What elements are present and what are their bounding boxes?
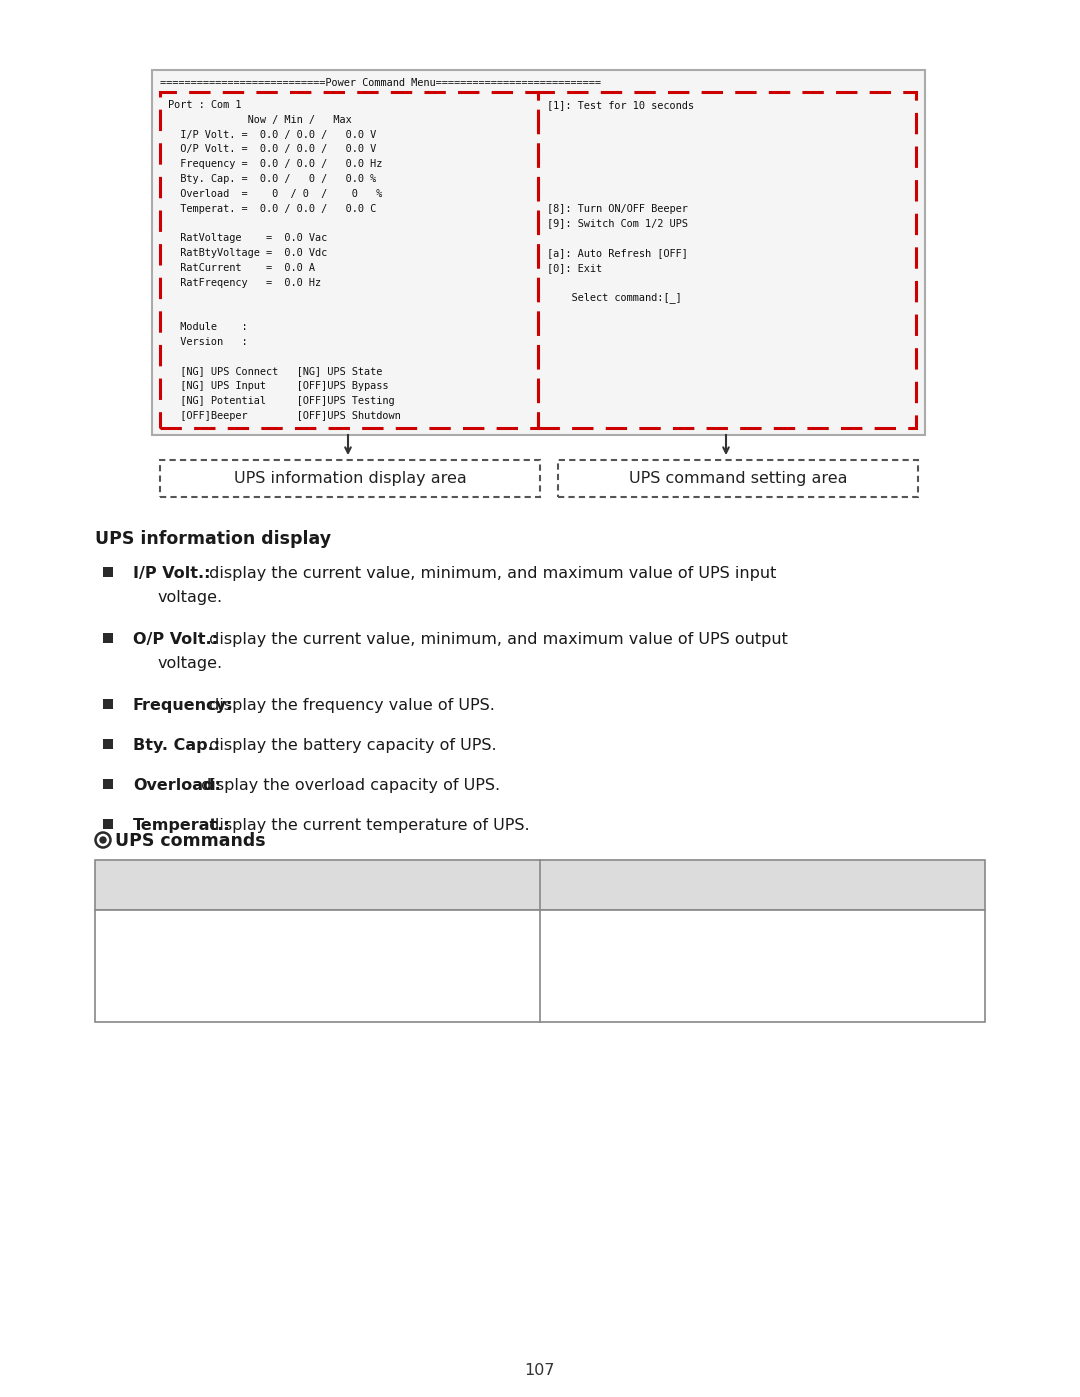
Text: Overload  =    0  / 0  /    0   %: Overload = 0 / 0 / 0 % (168, 189, 382, 198)
Circle shape (100, 837, 106, 842)
Text: ===========================Power Command Menu===========================: ===========================Power Command… (160, 78, 600, 88)
Text: Port : Com 1: Port : Com 1 (168, 101, 242, 110)
Text: Command: Command (269, 876, 366, 894)
Text: I/P Volt.:: I/P Volt.: (133, 566, 211, 581)
Text: seconds: seconds (558, 960, 626, 978)
Bar (558, 460, 918, 497)
Bar (103, 633, 113, 643)
Text: RatFreqency   =  0.0 Hz: RatFreqency = 0.0 Hz (168, 278, 321, 288)
Text: RatBtyVoltage =  0.0 Vdc: RatBtyVoltage = 0.0 Vdc (168, 249, 327, 258)
Text: [OFF]Beeper        [OFF]UPS Shutdown: [OFF]Beeper [OFF]UPS Shutdown (168, 411, 401, 420)
Text: [NG] UPS Input     [OFF]UPS Bypass: [NG] UPS Input [OFF]UPS Bypass (168, 381, 389, 391)
Bar (538, 92, 916, 427)
Text: [9]: Switch Com 1/2 UPS: [9]: Switch Com 1/2 UPS (546, 218, 688, 228)
Text: Temperat. =  0.0 / 0.0 /   0.0 C: Temperat. = 0.0 / 0.0 / 0.0 C (168, 204, 376, 214)
Text: Module    :: Module : (168, 321, 247, 332)
Text: Frequency:: Frequency: (133, 698, 233, 712)
Bar (103, 739, 113, 749)
Text: [NG] UPS Connect   [NG] UPS State: [NG] UPS Connect [NG] UPS State (168, 366, 382, 376)
Text: Description: Description (706, 876, 819, 894)
Text: display the current value, minimum, and maximum value of UPS output: display the current value, minimum, and … (203, 631, 787, 647)
Bar (103, 567, 113, 577)
Bar (103, 819, 113, 828)
Text: Select command:[_]: Select command:[_] (546, 292, 681, 303)
Text: display the battery capacity of UPS.: display the battery capacity of UPS. (203, 738, 496, 753)
Text: UPS information display: UPS information display (95, 529, 332, 548)
Text: [0]: Exit: [0]: Exit (546, 263, 603, 272)
Text: RatVoltage    =  0.0 Vac: RatVoltage = 0.0 Vac (168, 233, 327, 243)
Text: RatCurrent    =  0.0 A: RatCurrent = 0.0 A (168, 263, 315, 272)
Text: voltage.: voltage. (158, 590, 224, 605)
Text: Bty. Cap.:: Bty. Cap.: (133, 738, 220, 753)
Bar (160, 92, 538, 427)
Text: [1]: Test for 10 seconds: [1]: Test for 10 seconds (546, 101, 694, 110)
Text: display the frequency value of UPS.: display the frequency value of UPS. (203, 698, 495, 712)
Bar (152, 70, 924, 434)
Text: Version   :: Version : (168, 337, 247, 346)
Text: 107: 107 (525, 1363, 555, 1377)
Text: Now / Min /   Max: Now / Min / Max (168, 115, 352, 124)
Bar (103, 698, 113, 710)
Text: Frequency =  0.0 / 0.0 /   0.0 Hz: Frequency = 0.0 / 0.0 / 0.0 Hz (168, 159, 382, 169)
Text: voltage.: voltage. (158, 657, 224, 671)
Text: [1] Test for 10 seconds: [1] Test for 10 seconds (113, 957, 327, 975)
Text: O/P Volt. =  0.0 / 0.0 /   0.0 V: O/P Volt. = 0.0 / 0.0 / 0.0 V (168, 144, 376, 155)
Bar (103, 780, 113, 789)
Bar (160, 460, 540, 497)
Text: I/P Volt. =  0.0 / 0.0 /   0.0 V: I/P Volt. = 0.0 / 0.0 / 0.0 V (168, 130, 376, 140)
Bar (95, 909, 985, 1023)
Text: display the current temperature of UPS.: display the current temperature of UPS. (203, 819, 529, 833)
Text: O/P Volt.:: O/P Volt.: (133, 631, 218, 647)
Text: Bty. Cap. =  0.0 /   0 /   0.0 %: Bty. Cap. = 0.0 / 0 / 0.0 % (168, 175, 376, 184)
Bar (95, 861, 985, 909)
Text: display the overload capacity of UPS.: display the overload capacity of UPS. (197, 778, 500, 793)
Text: [NG] Potential     [OFF]UPS Testing: [NG] Potential [OFF]UPS Testing (168, 395, 394, 407)
Text: [8]: Turn ON/OFF Beeper: [8]: Turn ON/OFF Beeper (546, 204, 688, 214)
Text: display the current value, minimum, and maximum value of UPS input: display the current value, minimum, and … (203, 566, 775, 581)
Text: [a]: Auto Refresh [OFF]: [a]: Auto Refresh [OFF] (546, 249, 688, 258)
Text: UPS information display area: UPS information display area (233, 471, 467, 486)
Text: Overload:: Overload: (133, 778, 221, 793)
Text: UPS will perform the self test for 10: UPS will perform the self test for 10 (558, 932, 854, 950)
Text: UPS commands: UPS commands (114, 833, 266, 849)
Text: Temperat.:: Temperat.: (133, 819, 231, 833)
Text: UPS command setting area: UPS command setting area (629, 471, 847, 486)
